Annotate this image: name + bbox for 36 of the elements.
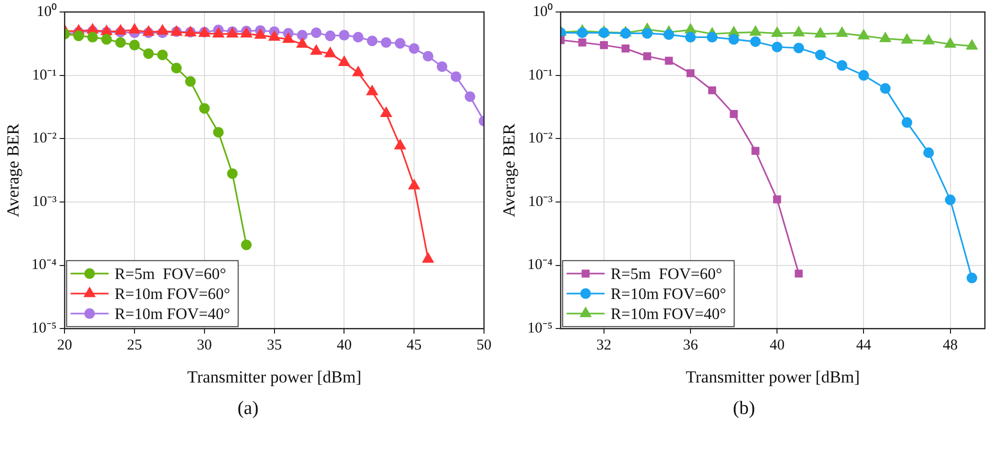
y-axis-title: Average BER	[4, 122, 23, 218]
y-tick-label: 10⁻²	[32, 130, 58, 147]
x-tick-label: 50	[476, 338, 492, 354]
x-axis-title: Transmitter power [dBm]	[686, 367, 860, 386]
x-axis-title: Transmitter power [dBm]	[187, 367, 362, 386]
text: (b)	[732, 398, 756, 420]
y-tick-label: 10⁻⁵	[31, 320, 57, 337]
y-tick-label: 10⁻⁵	[527, 320, 553, 337]
y-tick-label: 10⁻²	[528, 130, 554, 147]
text: (a)	[236, 398, 260, 420]
x-tick-label: 48	[942, 338, 958, 354]
x-tick-label: 25	[127, 338, 142, 354]
x-tick-label: 45	[406, 338, 422, 354]
legend-label: R=10m FOV=40°	[114, 306, 230, 323]
legend-label: R=5m FOV=60°	[610, 266, 722, 283]
y-tick-label: 10⁰	[36, 2, 57, 20]
x-tick-label: 40	[770, 338, 785, 354]
x-tick-label: 30	[196, 338, 212, 354]
legend-label: R=10m FOV=40°	[610, 306, 726, 323]
x-tick-label: 36	[683, 338, 699, 354]
x-tick-label: 44	[856, 338, 872, 354]
y-tick-label: 10⁻⁴	[527, 257, 553, 274]
y-tick-label: 10⁰	[532, 2, 553, 20]
x-tick-label: 40	[336, 338, 352, 354]
legend-label: R=5m FOV=60°	[114, 266, 226, 283]
y-axis-title: Average BER	[500, 122, 519, 218]
y-tick-label: 10⁻¹	[528, 67, 553, 84]
x-tick-label: 32	[596, 338, 612, 354]
legend-label: R=10m FOV=60°	[610, 286, 726, 303]
y-tick-label: 10⁻¹	[32, 67, 57, 84]
y-tick-label: 10⁻³	[528, 194, 554, 210]
y-tick-label: 10⁻³	[32, 194, 58, 210]
x-tick-label: 20	[57, 338, 72, 354]
x-tick-label: 35	[266, 338, 282, 354]
legend-label: R=10m FOV=60°	[114, 286, 230, 303]
y-tick-label: 10⁻⁴	[31, 257, 57, 274]
